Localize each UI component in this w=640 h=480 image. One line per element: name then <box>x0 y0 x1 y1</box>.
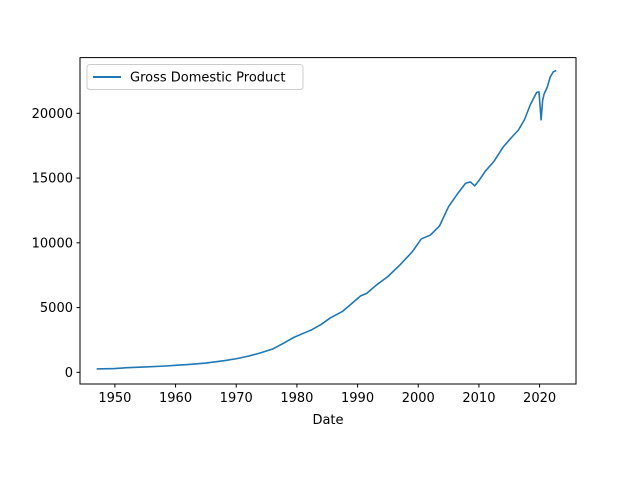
y-axis-ticks: 0 5000 10000 15000 20000 <box>32 107 80 381</box>
x-tick-label: 2000 <box>402 391 435 406</box>
x-tick-label: 1960 <box>159 391 192 406</box>
series-line-0 <box>96 69 557 370</box>
plot-area <box>80 57 576 384</box>
x-tick-label: 1970 <box>220 391 253 406</box>
x-axis-ticks: 1950 1960 1970 1980 1990 2000 2010 2020 <box>98 384 556 406</box>
x-tick-label: 2010 <box>462 391 495 406</box>
x-axis-label: Date <box>312 413 343 428</box>
y-tick-label: 10000 <box>32 236 73 251</box>
x-tick-label: 1980 <box>280 391 313 406</box>
y-tick-label: 0 <box>65 366 73 381</box>
y-tick-label: 5000 <box>40 301 73 316</box>
legend-label: Gross Domestic Product <box>130 71 286 86</box>
x-tick-label: 1990 <box>341 391 374 406</box>
legend-box <box>86 64 304 90</box>
x-tick-label: 2020 <box>523 391 556 406</box>
series-layer <box>96 69 557 370</box>
y-tick-label: 15000 <box>32 172 73 187</box>
y-tick-label: 20000 <box>32 107 73 122</box>
legend: Gross Domestic Product <box>86 64 304 90</box>
x-tick-label: 1950 <box>98 391 131 406</box>
plot-frame <box>79 57 577 385</box>
